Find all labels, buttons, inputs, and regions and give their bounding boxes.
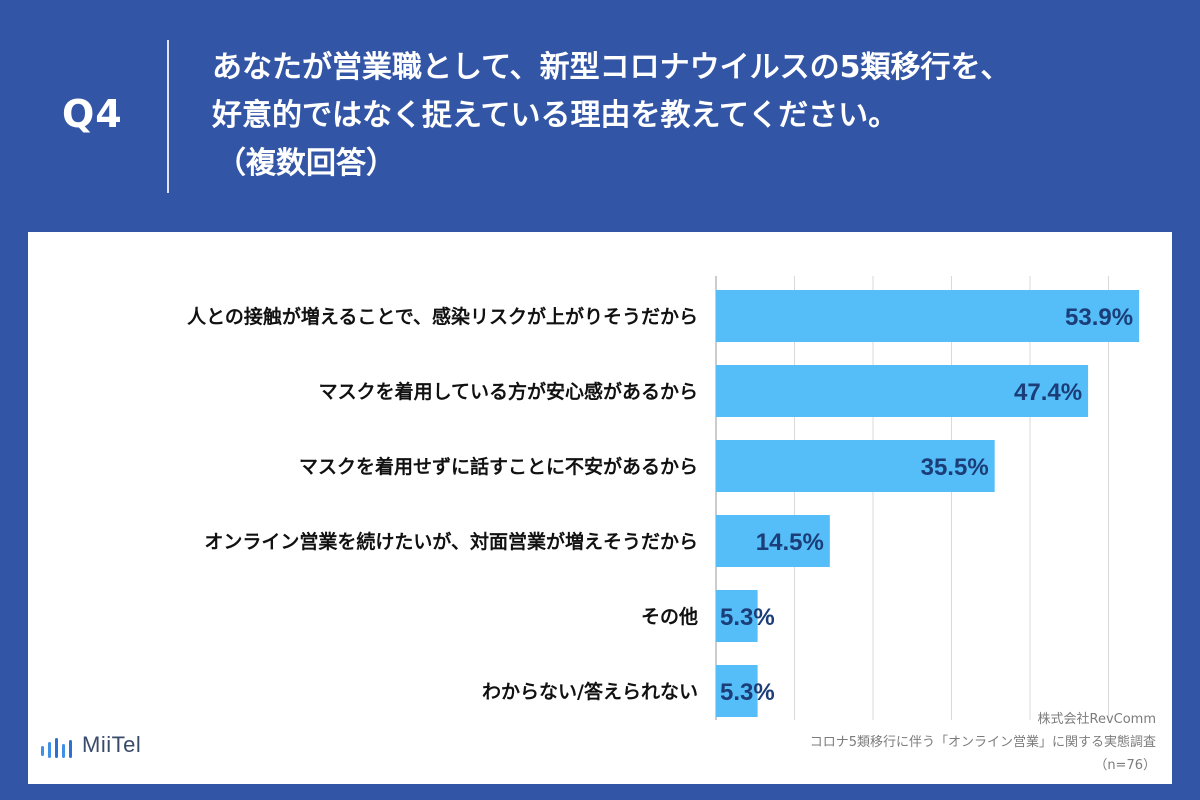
miitel-logo: MiiTel <box>40 732 190 762</box>
source-note: 株式会社RevComm コロナ5類移行に伴う「オンライン営業」に関する実態調査 … <box>696 708 1156 777</box>
bar <box>716 365 1089 417</box>
category-label: その他 <box>641 605 698 628</box>
bar <box>716 515 830 567</box>
value-label: 47.4% <box>1014 379 1082 406</box>
source-survey: コロナ5類移行に伴う「オンライン営業」に関する実態調査 <box>809 735 1156 750</box>
header-divider <box>167 40 169 193</box>
source-sample: （n=76） <box>1094 758 1156 773</box>
question-number: Q4 <box>62 92 123 136</box>
source-company: 株式会社RevComm <box>1037 712 1157 727</box>
category-label: マスクを着用している方が安心感があるから <box>319 380 698 403</box>
value-label: 14.5% <box>756 529 824 556</box>
value-label: 53.9% <box>1065 304 1133 331</box>
chart-panel: 人との接触が増えることで、感染リスクが上がりそうだから 53.9% マスクを着用して… <box>28 232 1172 784</box>
logo-text: MiiTel <box>82 732 142 757</box>
question-title-line-2: 好意的ではなく捉えている理由を教えてください。 <box>212 98 899 133</box>
bar <box>716 590 758 642</box>
bar <box>716 290 1140 342</box>
question-header: Q4 あなたが営業職として、新型コロナウイルスの5類移行を、 好意的ではなく捉え… <box>0 0 1200 232</box>
value-label: 5.3% <box>720 604 775 631</box>
bar-chart: 人との接触が増えることで、感染リスクが上がりそうだから 53.9% マスクを着用して… <box>187 276 1140 720</box>
category-label: オンライン営業を続けたいが、対面営業が増えそうだから <box>204 530 698 553</box>
value-label: 35.5% <box>921 454 989 481</box>
category-label: わからない/答えられない <box>482 680 698 703</box>
category-label: 人との接触が増えることで、感染リスクが上がりそうだから <box>187 305 698 328</box>
bar <box>716 665 758 717</box>
bar <box>716 440 995 492</box>
logo-bars-icon <box>41 738 72 758</box>
value-label: 5.3% <box>720 679 775 706</box>
question-title-line-1: あなたが営業職として、新型コロナウイルスの5類移行を、 <box>212 50 1011 85</box>
category-label: マスクを着用せずに話すことに不安があるから <box>299 455 698 478</box>
question-title: あなたが営業職として、新型コロナウイルスの5類移行を、 好意的ではなく捉えている… <box>212 44 1172 188</box>
question-title-line-3: （複数回答） <box>216 146 396 181</box>
